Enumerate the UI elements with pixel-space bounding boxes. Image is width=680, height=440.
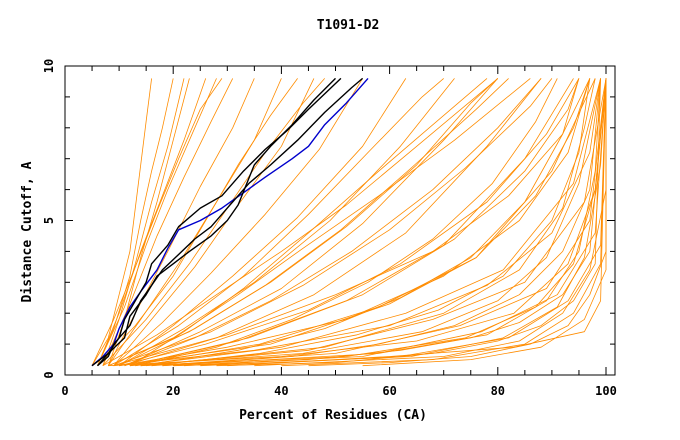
model-line-39 <box>162 78 601 367</box>
model-line-47 <box>97 78 207 366</box>
model-line-17 <box>129 78 574 367</box>
model-line-44 <box>113 78 444 367</box>
model-line-5 <box>97 78 174 366</box>
model-line-46 <box>91 78 223 366</box>
model-line-8 <box>102 78 234 366</box>
model-line-31 <box>129 78 488 367</box>
model-line-16 <box>124 78 542 367</box>
model-line-58 <box>113 78 553 367</box>
y-tick-label: 5 <box>42 217 56 224</box>
model-line-53 <box>162 78 601 367</box>
model-line-42 <box>97 78 298 366</box>
model-line-15 <box>124 78 499 367</box>
model-line-27 <box>113 78 601 367</box>
model-line-11 <box>113 78 315 366</box>
x-tick-label: 80 <box>491 384 505 398</box>
model-line-7 <box>97 78 217 366</box>
model-line-37 <box>129 78 601 367</box>
axis-layer: 0 20 40 60 80 100 0 5 10 <box>42 59 617 398</box>
model-line-57 <box>129 78 580 367</box>
model-line-54 <box>151 78 591 367</box>
model-line-35 <box>119 78 591 367</box>
model-line-20 <box>140 78 607 367</box>
model-line-33 <box>102 78 499 367</box>
x-tick-label: 20 <box>166 384 180 398</box>
model-line-55 <box>140 78 580 367</box>
model-line-12 <box>113 78 363 366</box>
model-line-10 <box>107 78 282 366</box>
highlight-line-0 <box>91 77 369 367</box>
x-tick-label: 100 <box>595 384 617 398</box>
highlight-line-3 <box>96 77 336 367</box>
model-line-36 <box>146 78 596 367</box>
y-axis-label: Distance Cutoff, A <box>20 161 35 302</box>
model-line-24 <box>281 78 607 367</box>
model-line-19 <box>135 78 601 367</box>
x-tick-label: 0 <box>61 384 68 398</box>
model-line-32 <box>108 78 531 367</box>
series-layer <box>91 77 607 367</box>
model-line-29 <box>119 78 580 367</box>
model-line-4 <box>91 78 152 366</box>
model-line-50 <box>216 78 601 367</box>
highlight-line-2 <box>97 77 364 367</box>
model-line-30 <box>124 78 542 367</box>
model-line-52 <box>173 78 607 367</box>
chart-title: T1091-D2 <box>317 18 380 33</box>
x-tick-label: 60 <box>382 384 396 398</box>
model-line-6 <box>102 78 185 366</box>
model-line-51 <box>308 78 607 367</box>
y-tick-label: 10 <box>42 59 56 73</box>
model-line-49 <box>183 78 607 367</box>
y-tick-label: 0 <box>42 371 56 378</box>
x-axis-label: Percent of Residues (CA) <box>239 408 427 423</box>
x-tick-label: 40 <box>274 384 288 398</box>
model-line-59 <box>108 78 509 367</box>
model-line-40 <box>200 78 607 367</box>
model-line-14 <box>118 78 455 367</box>
model-line-13 <box>118 78 407 367</box>
model-line-28 <box>119 78 591 367</box>
